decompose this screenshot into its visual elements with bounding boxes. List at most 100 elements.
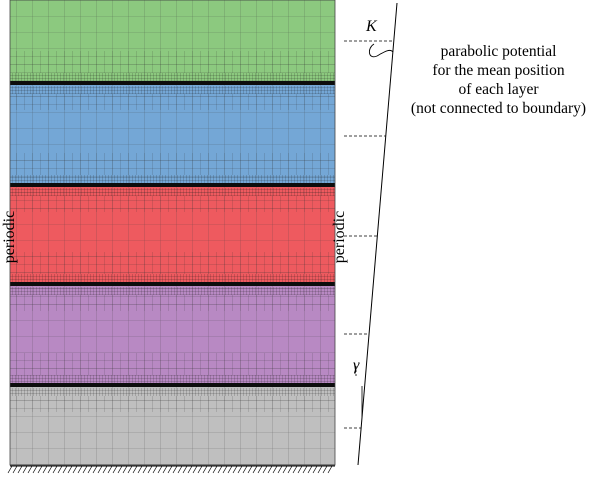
layer-fine-mesh-bottom bbox=[10, 73, 335, 82]
ground-hatch bbox=[237, 465, 243, 474]
potential-line bbox=[357, 2, 398, 466]
layer-blue bbox=[10, 85, 335, 188]
right-periodic-label: periodic bbox=[331, 210, 348, 264]
ground-hatch bbox=[37, 465, 43, 474]
layer-mid-mesh-bottom bbox=[10, 51, 335, 73]
ground-hatch bbox=[112, 465, 118, 474]
layer-green bbox=[10, 0, 335, 86]
layer-fine-mesh-bottom bbox=[10, 375, 335, 384]
ground-hatch bbox=[287, 465, 293, 474]
layer-fine-mesh-top bbox=[10, 287, 335, 295]
ground-hatch bbox=[262, 465, 268, 474]
k-spring-curl bbox=[369, 43, 394, 58]
ground-hatch bbox=[102, 465, 108, 474]
ground-hatch bbox=[87, 465, 93, 474]
ground-hatch bbox=[107, 465, 113, 474]
ground-hatch bbox=[7, 465, 13, 474]
ground-hatch bbox=[152, 465, 158, 474]
mesh-outline bbox=[9, 0, 336, 466]
potential-line-group bbox=[344, 2, 398, 466]
layer-mid-mesh-bottom bbox=[10, 252, 335, 274]
annotation-line-1: parabolic potential bbox=[440, 43, 557, 60]
layer-mid-mesh-top bbox=[10, 396, 335, 412]
ground-hatch bbox=[302, 465, 308, 474]
ground-hatch bbox=[57, 465, 63, 474]
ground-hatch bbox=[267, 465, 273, 474]
ground-hatch bbox=[257, 465, 263, 474]
ground-hatch bbox=[22, 465, 28, 474]
ground-hatch bbox=[82, 465, 88, 474]
layer-interface bbox=[10, 183, 335, 188]
ground-hatch bbox=[207, 465, 213, 474]
ground-hatch bbox=[292, 465, 298, 474]
gamma-symbol: γ bbox=[353, 357, 360, 374]
ground-hatch bbox=[117, 465, 123, 474]
ground-hatch bbox=[177, 465, 183, 474]
ground-hatch bbox=[297, 465, 303, 474]
ground-hatch bbox=[142, 465, 148, 474]
ground-hatch bbox=[247, 465, 253, 474]
layer-fine-mesh-top bbox=[10, 188, 335, 196]
mesh-layers bbox=[9, 0, 336, 466]
layer-interface bbox=[10, 81, 335, 86]
layer-gray bbox=[10, 387, 335, 465]
ground-hatch bbox=[137, 465, 143, 474]
layer-mid-mesh-bottom bbox=[10, 353, 335, 375]
ground-hatch bbox=[42, 465, 48, 474]
ground-hatch bbox=[67, 465, 73, 474]
ground-hatch bbox=[327, 465, 333, 474]
ground-hatch bbox=[182, 465, 188, 474]
ground-hatch bbox=[122, 465, 128, 474]
ground-hatch bbox=[27, 465, 33, 474]
ground-hatch bbox=[77, 465, 83, 474]
layer-fine-mesh-bottom bbox=[10, 175, 335, 184]
ground-hatch bbox=[52, 465, 58, 474]
layer-interface bbox=[10, 282, 335, 287]
ground-hatch bbox=[272, 465, 278, 474]
ground-hatch bbox=[132, 465, 138, 474]
layer-mid-mesh-top bbox=[10, 196, 335, 212]
ground-hatch bbox=[252, 465, 258, 474]
annotation-line-4: (not connected to boundary) bbox=[410, 100, 587, 117]
layer-mid-mesh-top bbox=[10, 94, 335, 110]
ground-hatch bbox=[212, 465, 218, 474]
layer-red bbox=[10, 187, 335, 287]
ground-hatch bbox=[277, 465, 283, 474]
ground-hatch bbox=[227, 465, 233, 474]
layer-mid-mesh-bottom bbox=[10, 153, 335, 175]
potential-annotation: parabolic potential for the mean positio… bbox=[386, 42, 611, 118]
ground-hatch bbox=[222, 465, 228, 474]
annotation-line-3: of each layer bbox=[458, 81, 539, 98]
ground-hatch bbox=[92, 465, 98, 474]
ground-hatch bbox=[32, 465, 38, 474]
ground-hatch bbox=[147, 465, 153, 474]
ground-hatch bbox=[172, 465, 178, 474]
layer-interface bbox=[10, 383, 335, 388]
ground-hatch bbox=[217, 465, 223, 474]
ground-hatch bbox=[72, 465, 78, 474]
ground-hatch bbox=[12, 465, 18, 474]
layer-mid-mesh-top bbox=[10, 295, 335, 311]
ground-hatch bbox=[17, 465, 23, 474]
ground-hatch bbox=[157, 465, 163, 474]
k-symbol: K bbox=[366, 18, 377, 35]
ground-hatch bbox=[317, 465, 323, 474]
fixed-bottom-boundary bbox=[7, 465, 335, 474]
ground-hatch bbox=[322, 465, 328, 474]
ground-hatch bbox=[202, 465, 208, 474]
annotation-line-2: for the mean position bbox=[432, 62, 565, 79]
ground-hatch bbox=[197, 465, 203, 474]
ground-hatch bbox=[127, 465, 133, 474]
layer-fine-mesh-top bbox=[10, 388, 335, 396]
ground-hatch bbox=[187, 465, 193, 474]
ground-hatch bbox=[282, 465, 288, 474]
ground-hatch bbox=[162, 465, 168, 474]
ground-hatch bbox=[167, 465, 173, 474]
layer-fine-mesh-bottom bbox=[10, 274, 335, 283]
ground-hatch bbox=[312, 465, 318, 474]
ground-hatch bbox=[192, 465, 198, 474]
ground-hatch bbox=[47, 465, 53, 474]
ground-hatch bbox=[242, 465, 248, 474]
layer-purple bbox=[10, 286, 335, 388]
